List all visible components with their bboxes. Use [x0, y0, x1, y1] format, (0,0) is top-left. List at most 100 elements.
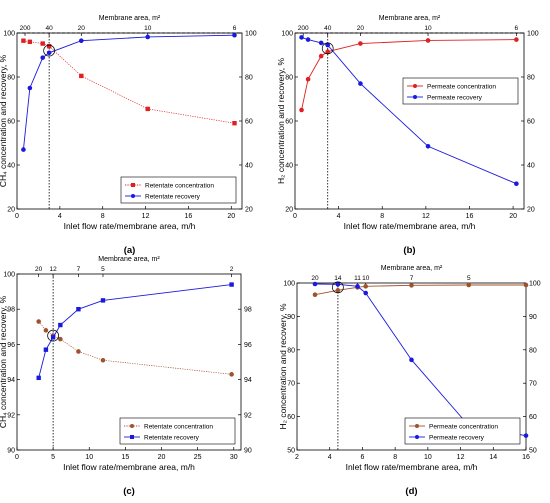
top-tick-label: 40 — [324, 25, 332, 32]
x-tick-label: 20 — [227, 213, 235, 220]
data-point — [40, 41, 45, 46]
x-tick-label: 16 — [466, 213, 474, 220]
legend-box — [404, 417, 521, 445]
top-tick-label: 11 — [354, 275, 361, 282]
data-point — [40, 55, 46, 60]
y2-tick-label: 60 — [527, 119, 535, 126]
legend-box — [402, 77, 519, 105]
y-tick-label: 80 — [287, 347, 295, 354]
y-tick-label: 60 — [7, 119, 15, 126]
legend-swatch-marker — [130, 435, 134, 439]
y2-tick-label: 20 — [245, 207, 253, 214]
plot-frame — [16, 273, 242, 451]
y2-tick-label: 40 — [527, 163, 535, 170]
data-point — [100, 298, 106, 303]
y2-tick-label: 80 — [245, 75, 253, 82]
series-line — [23, 40, 235, 124]
plot-frame — [294, 32, 525, 210]
x-tick-label: 14 — [489, 454, 497, 461]
data-point — [78, 38, 84, 43]
top-tick-label: 10 — [424, 25, 432, 32]
y2-tick-label: 100 — [529, 281, 541, 288]
top-tick-label: 200 — [20, 25, 31, 32]
top-axis-label: Membrane area, m² — [99, 15, 161, 22]
x-tick-label: 0 — [15, 213, 19, 220]
top-tick-label: 5 — [101, 266, 105, 273]
x-axis-label: Inlet flow rate/membrane area, m/h — [344, 221, 476, 231]
panel-label: (b) — [403, 245, 415, 256]
top-tick-label: 20 — [35, 266, 43, 273]
series-line — [301, 36, 517, 185]
x-tick-label: 10 — [85, 454, 93, 461]
y2-tick-label: 100 — [527, 31, 539, 38]
y-axis-label: H₂ concentration and recovery, % — [278, 303, 288, 429]
data-point — [335, 288, 341, 293]
x-tick-label: 2 — [295, 454, 299, 461]
y-tick-label: 70 — [287, 381, 295, 388]
data-point — [409, 357, 414, 363]
y-tick-label: 40 — [285, 163, 293, 170]
series-line — [314, 283, 527, 437]
data-point — [232, 121, 237, 126]
x-tick-label: 0 — [293, 213, 297, 220]
top-tick-label: 14 — [334, 275, 342, 282]
data-point — [325, 49, 331, 54]
y2-tick-label: 60 — [529, 414, 537, 421]
y2-tick-label: 90 — [529, 314, 537, 321]
data-point — [58, 322, 63, 328]
series-line — [314, 284, 526, 296]
top-tick-label: 7 — [77, 266, 81, 273]
data-point — [36, 375, 41, 381]
legend-swatch-marker — [413, 95, 417, 99]
data-point — [514, 181, 519, 186]
y2-tick-label: 80 — [527, 75, 535, 82]
y-tick-label: 90 — [7, 448, 15, 455]
y-tick-label: 80 — [7, 75, 15, 82]
y-axis-label: CH₄ concentration and recovery, % — [0, 295, 8, 428]
y-axis-label: CH₄ concentration and recovery, % — [0, 54, 8, 187]
data-point — [229, 372, 234, 377]
top-tick-label: 20 — [78, 25, 86, 32]
top-axis-label: Membrane area, m² — [379, 15, 441, 22]
data-point — [299, 107, 304, 113]
y-tick-label: 96 — [7, 342, 15, 349]
panel-d: 2 4 6 8 10 12 14 165060708090100506070809010020… — [278, 265, 541, 497]
legend-swatch-marker — [415, 435, 419, 439]
y-tick-label: 100 — [3, 31, 15, 38]
series-line — [38, 321, 232, 375]
legend-swatch-marker — [413, 84, 417, 88]
data-point — [312, 292, 318, 297]
data-point — [58, 336, 63, 342]
y-tick-label: 40 — [7, 163, 15, 170]
data-point — [46, 44, 52, 49]
data-point — [318, 53, 324, 59]
y-tick-label: 60 — [287, 414, 295, 421]
data-point — [305, 37, 311, 42]
top-tick-label: 200 — [298, 25, 309, 32]
y-tick-label: 98 — [7, 307, 15, 314]
data-point — [100, 357, 106, 363]
x-tick-label: 4 — [337, 213, 341, 220]
data-point — [318, 40, 324, 46]
legend-swatch-marker — [131, 183, 135, 187]
top-tick-label: 10 — [362, 275, 370, 282]
y-tick-label: 80 — [285, 75, 293, 82]
x-tick-label: 12 — [422, 213, 430, 220]
y2-tick-label: 96 — [244, 342, 252, 349]
x-tick-label: 15 — [121, 454, 129, 461]
y-tick-label: 94 — [7, 377, 15, 384]
y-tick-label: 20 — [7, 207, 15, 214]
panel-b: 0 4 8 12 16 20 20 40 60 80 100 20 40 60 80 100 200 40 20 10… — [276, 15, 539, 256]
data-point — [305, 76, 311, 82]
data-point — [523, 433, 529, 438]
x-tick-label: 4 — [58, 213, 62, 220]
x-tick-label: 8 — [380, 213, 384, 220]
data-point — [409, 283, 414, 288]
x-tick-label: 4 — [328, 454, 332, 461]
y2-tick-label: 100 — [245, 31, 257, 38]
highlight-circle — [321, 42, 334, 55]
data-point — [514, 37, 519, 42]
data-point — [76, 349, 81, 354]
